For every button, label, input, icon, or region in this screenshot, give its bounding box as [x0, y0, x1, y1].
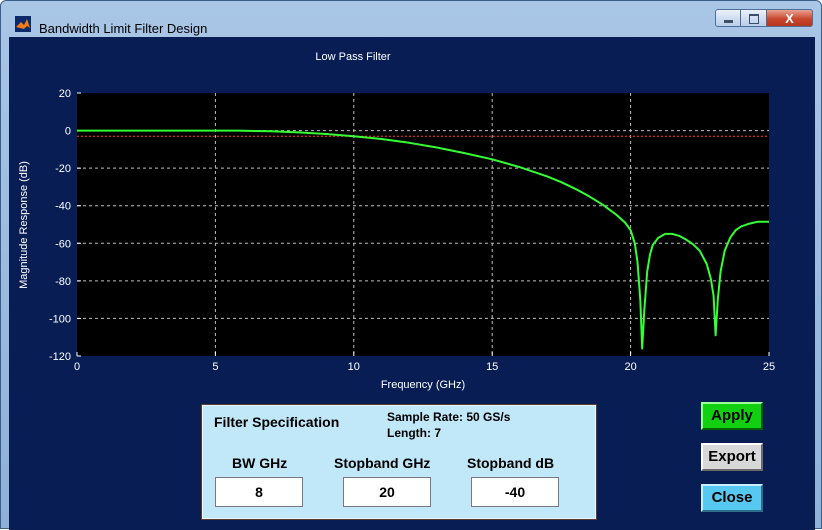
- stopband-db-input[interactable]: -40: [471, 477, 559, 507]
- y-tick-label: -120: [49, 351, 71, 363]
- plot-background[interactable]: [77, 93, 769, 356]
- maximize-icon[interactable]: [741, 9, 767, 27]
- y-tick-label: -100: [49, 313, 71, 325]
- x-tick-label: 10: [348, 361, 360, 373]
- x-tick-label: 5: [212, 361, 218, 373]
- y-tick-label: -40: [55, 201, 71, 213]
- tick-labels: 0 5 10 15 20 25 20 0 -20 -40 -60 -80 -100 -120: [49, 88, 775, 373]
- export-button[interactable]: Export: [701, 443, 763, 471]
- chart-title: Low Pass Filter: [315, 51, 391, 63]
- stopband-freq-input[interactable]: 20: [343, 477, 431, 507]
- x-tick-label: 20: [624, 361, 636, 373]
- title-bar[interactable]: Bandwidth Limit Filter Design X: [1, 1, 821, 37]
- y-tick-label: -20: [55, 163, 71, 175]
- filter-response-chart: 0 5 10 15 20 25 20 0 -20 -40 -60 -80 -100 -120 Low Pa…: [18, 51, 775, 391]
- apply-button[interactable]: Apply: [701, 402, 763, 430]
- x-tick-label: 15: [486, 361, 498, 373]
- y-tick-label: 20: [59, 88, 71, 100]
- figure-area: 0 5 10 15 20 25 20 0 -20 -40 -60 -80 -100 -120 Low Pa…: [9, 37, 815, 530]
- length-text: Length: 7: [387, 426, 441, 440]
- stopband-db-label: Stopband dB: [467, 455, 555, 471]
- bw-input[interactable]: 8: [215, 477, 303, 507]
- panel-title: Filter Specification: [214, 414, 340, 430]
- sample-rate-text: Sample Rate: 50 GS/s: [387, 410, 511, 424]
- x-axis-label: Frequency (GHz): [381, 379, 465, 391]
- x-tick-label: 25: [763, 361, 775, 373]
- matlab-icon: [15, 16, 31, 32]
- minimize-icon[interactable]: [715, 9, 741, 27]
- stopband-freq-label: Stopband GHz: [334, 455, 431, 471]
- series-line: [77, 129, 769, 350]
- filter-spec-panel: Filter Specification Sample Rate: 50 GS/…: [201, 404, 597, 520]
- window-title: Bandwidth Limit Filter Design: [39, 21, 208, 36]
- bw-label: BW GHz: [232, 455, 288, 471]
- close-icon[interactable]: X: [767, 9, 813, 27]
- y-tick-label: -60: [55, 238, 71, 250]
- y-axis-label: Magnitude Response (dB): [18, 161, 30, 289]
- x-tick-label: 0: [74, 361, 80, 373]
- close-button[interactable]: Close: [701, 484, 763, 512]
- y-tick-label: 0: [65, 126, 71, 138]
- close-glyph: X: [785, 11, 794, 26]
- y-tick-label: -80: [55, 276, 71, 288]
